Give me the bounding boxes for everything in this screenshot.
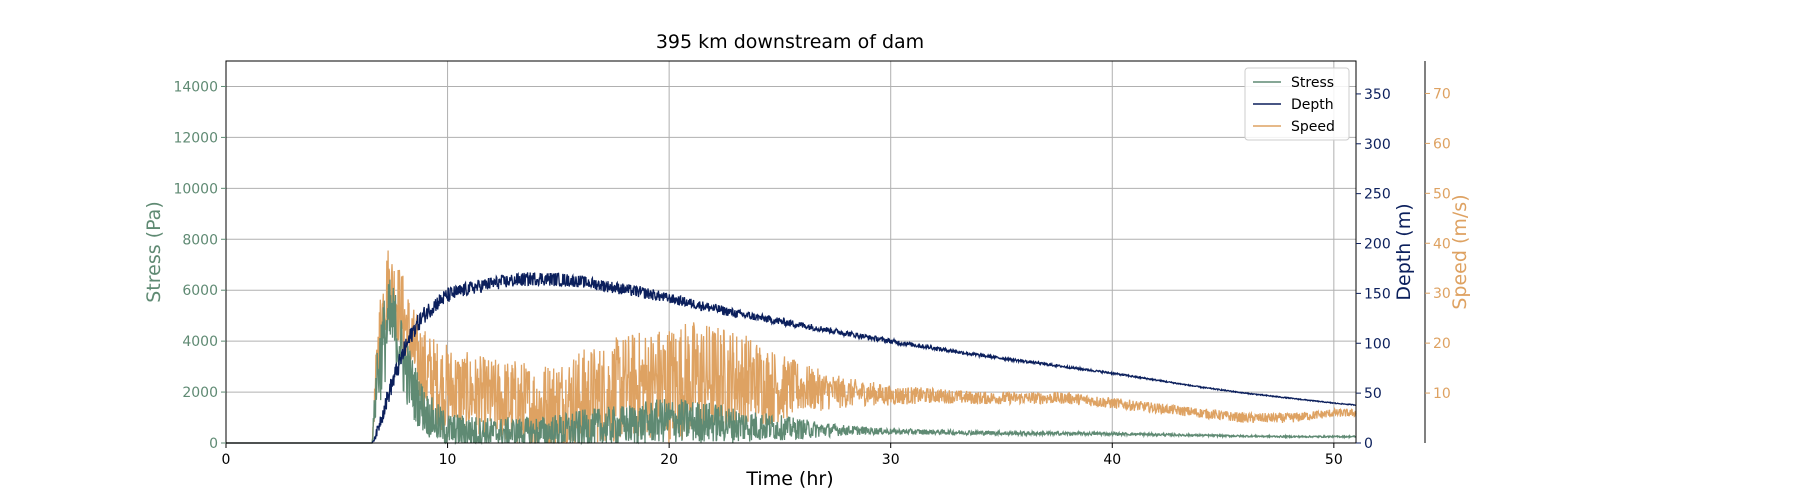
- chart-title: 395 km downstream of dam: [656, 31, 924, 53]
- stress-tick-label: 2000: [182, 385, 218, 401]
- speed-tick-label: 40: [1433, 236, 1451, 252]
- depth-tick-label: 350: [1364, 87, 1391, 103]
- legend: Stress Depth Speed: [1244, 67, 1350, 141]
- stress-tick-label: 10000: [173, 181, 218, 197]
- depth-axis-label: Depth (m): [1393, 203, 1415, 300]
- legend-label-stress: Stress: [1291, 75, 1334, 91]
- depth-tick-label: 250: [1364, 187, 1391, 203]
- speed-tick-label: 70: [1433, 86, 1451, 102]
- series-line-depth: [226, 271, 1356, 444]
- x-tick-label: 40: [1103, 452, 1121, 468]
- depth-tick-label: 300: [1364, 137, 1391, 153]
- x-tick-label: 50: [1325, 452, 1343, 468]
- x-axis-label: Time (hr): [745, 468, 833, 490]
- axes-layer: 0 10 20 30 40 5002000400060008000100001200014…: [173, 60, 1451, 468]
- legend-box: [1244, 67, 1350, 141]
- x-tick-label: 10: [439, 452, 457, 468]
- legend-label-speed: Speed: [1291, 119, 1335, 135]
- plot-frame: [225, 60, 1357, 444]
- speed-tick-label: 60: [1433, 136, 1451, 152]
- stress-tick-label: 4000: [182, 334, 218, 350]
- depth-tick-label: 150: [1364, 286, 1391, 302]
- stress-tick-label: 12000: [173, 130, 218, 146]
- depth-tick-label: 0: [1364, 436, 1373, 452]
- stress-axis-label: Stress (Pa): [143, 201, 165, 303]
- speed-tick-label: 30: [1433, 286, 1451, 302]
- speed-tick-label: 10: [1433, 386, 1451, 402]
- stress-tick-label: 14000: [173, 79, 218, 95]
- speed-tick-label: 20: [1433, 336, 1451, 352]
- stress-tick-label: 6000: [182, 283, 218, 299]
- stress-tick-label: 0: [209, 436, 218, 452]
- speed-axis-label: Speed (m/s): [1449, 194, 1471, 309]
- x-tick-label: 30: [882, 452, 900, 468]
- speed-tick-label: 50: [1433, 186, 1451, 202]
- x-tick-label: 0: [222, 452, 231, 468]
- legend-label-depth: Depth: [1291, 97, 1334, 113]
- stress-tick-label: 8000: [182, 232, 218, 248]
- series-line-stress: [226, 279, 1357, 446]
- depth-tick-label: 100: [1364, 336, 1391, 352]
- depth-tick-label: 200: [1364, 237, 1391, 253]
- series-line-speed: [226, 250, 1357, 444]
- series-layer: [226, 250, 1357, 446]
- depth-tick-label: 50: [1364, 386, 1382, 402]
- x-tick-label: 20: [660, 452, 678, 468]
